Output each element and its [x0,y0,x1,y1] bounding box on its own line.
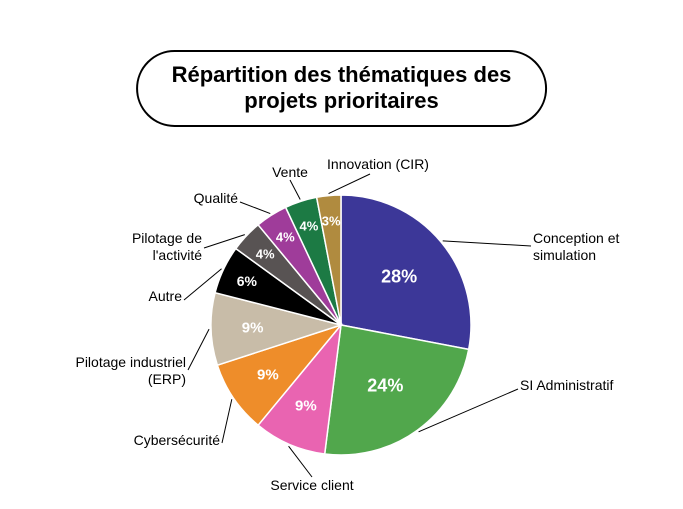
pie-svg [0,150,683,500]
pie-slice-percent: 4% [276,230,295,245]
pie-slice-label: Service client [270,477,353,494]
pie-slice-percent: 4% [299,219,318,234]
leader-line [240,202,270,214]
pie-slice-label: Autre [149,288,182,305]
pie-slice-label: Pilotage del'activité [132,230,202,264]
pie-slice-label: SI Administratif [520,377,613,394]
leader-line [443,241,531,246]
leader-line [290,180,300,199]
pie-slice-label: Conception etsimulation [533,230,619,264]
pie-slice-label: Qualité [194,190,238,207]
leader-line [329,174,370,194]
pie-slice-label: Cybersécurité [134,432,220,449]
pie-slice-percent: 6% [237,273,257,289]
pie-slice-label: Pilotage industriel(ERP) [75,354,186,388]
pie-chart: 28%24%9%9%9%6%4%4%4%3%Conception etsimul… [0,150,683,500]
pie-slice-label: Innovation (CIR) [327,156,429,173]
pie-slice-percent: 3% [322,214,341,229]
pie-slice-percent: 9% [295,398,317,415]
chart-title: Répartition des thématiques des projets … [136,50,548,127]
chart-title-line2: projets prioritaires [172,88,512,114]
pie-slice-percent: 9% [257,366,279,383]
pie-slice-percent: 9% [242,319,264,336]
pie-slice-percent: 24% [367,375,403,396]
pie-slice-label: Vente [272,164,308,181]
pie-slice-percent: 4% [256,246,275,261]
chart-title-line1: Répartition des thématiques des [172,62,512,88]
leader-line [188,329,209,370]
leader-line [222,399,232,443]
pie-slice-percent: 28% [381,266,417,287]
